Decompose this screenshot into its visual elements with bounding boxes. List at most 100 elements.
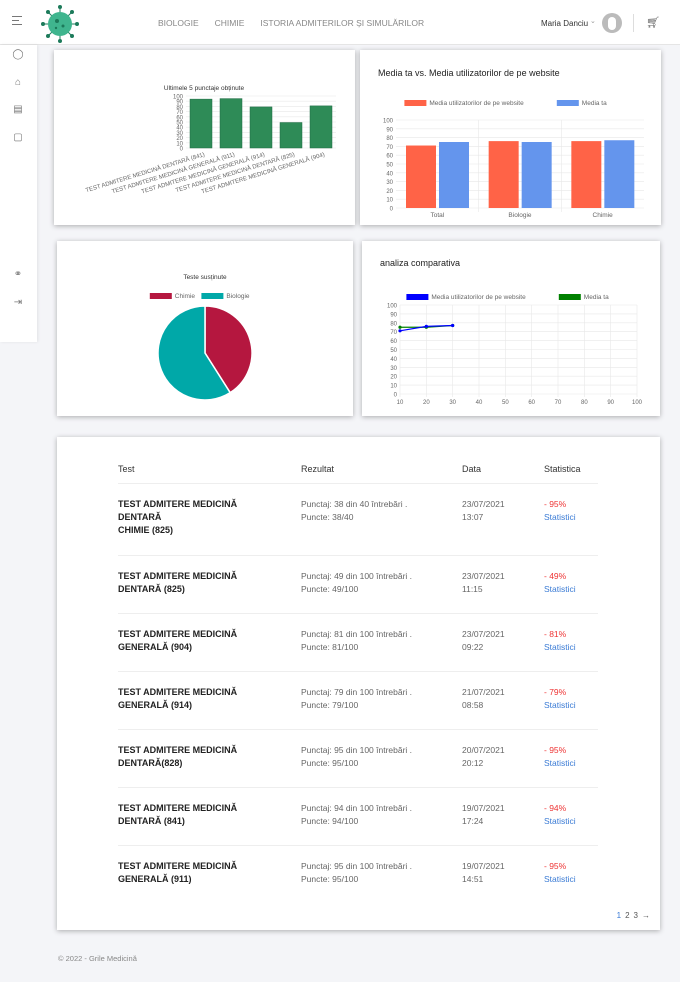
- statistici-link[interactable]: Statistici: [544, 700, 576, 710]
- result-punctaj: Punctaj: 95 din 100 întrebări .: [301, 745, 413, 755]
- result-puncte: Puncte: 94/100: [301, 816, 359, 826]
- statistici-link[interactable]: Statistici: [544, 642, 576, 652]
- card-tests-pie: Teste susținute Chimie Biologie: [57, 241, 353, 416]
- top-header: BIOLOGIE CHIMIE ISTORIA ADMITERILOR ȘI S…: [0, 0, 680, 45]
- footer: © 2022 - Grile Medicină: [58, 954, 137, 963]
- table-row: TEST ADMITERE MEDICINĂ DENTARĂ (825) Punc…: [118, 555, 598, 613]
- statistici-link[interactable]: Statistici: [544, 874, 576, 884]
- avatar[interactable]: [602, 13, 622, 33]
- date-time: 13:07: [462, 512, 484, 522]
- bar: [521, 142, 552, 208]
- y-tick-label: 30: [386, 180, 393, 186]
- y-tick-label: 80: [386, 136, 393, 142]
- x-tick-label: 10: [397, 400, 404, 406]
- y-tick-label: 10: [386, 198, 393, 204]
- y-tick-label: 60: [390, 339, 397, 345]
- col-test: Test: [118, 464, 135, 474]
- legend-label: Chimie: [175, 293, 196, 300]
- nav-biologie[interactable]: BIOLOGIE: [158, 18, 199, 28]
- test-name-line: TEST ADMITERE MEDICINĂ: [118, 687, 238, 697]
- statistici-link[interactable]: Statistici: [544, 758, 576, 768]
- date-day: 23/07/2021: [462, 499, 505, 509]
- logout-icon[interactable]: ⇥: [13, 297, 23, 308]
- logo-virus-icon[interactable]: [40, 4, 80, 44]
- page-3[interactable]: 3: [633, 911, 638, 920]
- result: Punctaj: 94 din 100 întrebări . Puncte: 9…: [301, 802, 412, 828]
- chevron-down-icon[interactable]: ⌄: [590, 18, 596, 25]
- test-name-line: GENERALĂ (911): [118, 874, 192, 884]
- x-tick-label: 30: [449, 400, 456, 406]
- table-row: TEST ADMITERE MEDICINĂ DENTARĂ CHIMIE (825…: [118, 483, 598, 541]
- test-name-line: DENTARĂ (825): [118, 584, 185, 594]
- result-punctaj: Punctaj: 81 din 100 întrebări .: [301, 629, 413, 639]
- page-2[interactable]: 2: [625, 911, 630, 920]
- graduation-cap-icon[interactable]: ⌂: [14, 77, 22, 88]
- y-tick-label: 70: [386, 145, 393, 151]
- legend-swatch: [556, 100, 579, 106]
- date-time: 20:12: [462, 758, 484, 768]
- test-name: TEST ADMITERE MEDICINĂ DENTARĂ (825): [118, 570, 278, 596]
- link-icon[interactable]: ⚭: [13, 269, 23, 280]
- y-tick-label: 40: [176, 126, 183, 132]
- y-tick-label: 10: [176, 141, 183, 147]
- divider: [633, 14, 634, 32]
- page-1[interactable]: 1: [616, 911, 622, 920]
- y-tick-label: 100: [387, 304, 398, 310]
- x-tick-label: 50: [502, 400, 509, 406]
- legend-swatch: [406, 294, 429, 300]
- user-name[interactable]: Maria Danciu: [541, 19, 589, 28]
- date: 19/07/2021 17:24: [462, 802, 505, 828]
- test-name: TEST ADMITERE MEDICINĂ DENTARĂ (841): [118, 802, 278, 828]
- date-time: 08:58: [462, 700, 484, 710]
- nav-istoria[interactable]: ISTORIA ADMITERILOR ȘI SIMULĂRILOR: [260, 18, 425, 28]
- test-name-line: CHIMIE (825): [118, 525, 174, 535]
- test-name-line: GENERALĂ (914): [118, 700, 193, 710]
- percent: - 79%: [544, 687, 567, 697]
- cart-icon[interactable]: 🛒︎: [646, 17, 660, 29]
- result: Punctaj: 95 din 100 întrebări . Puncte: 9…: [301, 744, 412, 770]
- y-tick-label: 100: [173, 95, 184, 101]
- y-tick-label: 20: [386, 189, 393, 195]
- test-name-line: DENTARĂ(828): [118, 758, 183, 768]
- col-rezultat: Rezultat: [301, 464, 335, 474]
- test-name-line: TEST ADMITERE MEDICINĂ: [118, 803, 238, 813]
- statistici-link[interactable]: Statistici: [544, 584, 576, 594]
- percent: - 81%: [544, 629, 567, 639]
- test-name: TEST ADMITERE MEDICINĂ DENTARĂ CHIMIE (825…: [118, 498, 278, 537]
- hamburger-menu-icon[interactable]: [12, 16, 22, 28]
- result-punctaj: Punctaj: 79 din 100 întrebări .: [301, 687, 413, 697]
- table-row: TEST ADMITERE MEDICINĂ DENTARĂ (841) Punc…: [118, 787, 598, 845]
- user-icon[interactable]: ◯: [12, 49, 24, 60]
- result: Punctaj: 95 din 100 întrebări . Puncte: 9…: [301, 860, 412, 886]
- media-comparison-chart: Media utilizatorilor de pe website Media …: [383, 100, 644, 219]
- bar: [406, 145, 436, 208]
- y-tick-label: 60: [386, 154, 393, 160]
- y-tick-label: 50: [390, 348, 397, 354]
- date: 23/07/2021 11:15: [462, 570, 505, 596]
- tablet-icon[interactable]: ▢: [13, 132, 23, 143]
- list-icon[interactable]: ▤: [13, 104, 23, 115]
- statistici-link[interactable]: Statistici: [544, 816, 576, 826]
- y-tick-label: 0: [394, 393, 398, 399]
- result-puncte: Puncte: 49/100: [301, 584, 359, 594]
- date: 19/07/2021 14:51: [462, 860, 505, 886]
- statistici-link[interactable]: Statistici: [544, 512, 576, 522]
- result: Punctaj: 49 din 100 întrebări . Puncte: 4…: [301, 570, 412, 596]
- y-tick-label: 30: [390, 366, 397, 372]
- x-tick-label: 40: [476, 400, 483, 406]
- result-puncte: Puncte: 79/100: [301, 700, 359, 710]
- test-name: TEST ADMITERE MEDICINĂ GENERALĂ (914): [118, 686, 278, 712]
- result: Punctaj: 81 din 100 întrebări . Puncte: 8…: [301, 628, 412, 654]
- y-tick-label: 40: [390, 357, 397, 363]
- nav-chimie[interactable]: CHIMIE: [214, 18, 245, 28]
- y-tick-label: 20: [176, 136, 183, 142]
- y-tick-label: 60: [176, 115, 183, 121]
- bar: [571, 141, 602, 208]
- next-page-arrow-icon[interactable]: →: [642, 911, 650, 920]
- y-tick-label: 0: [180, 147, 184, 153]
- date-time: 09:22: [462, 642, 484, 652]
- y-tick-label: 90: [390, 312, 397, 318]
- date: 21/07/2021 08:58: [462, 686, 505, 712]
- date-day: 19/07/2021: [462, 803, 505, 813]
- result-punctaj: Punctaj: 38 din 40 întrebări .: [301, 499, 408, 509]
